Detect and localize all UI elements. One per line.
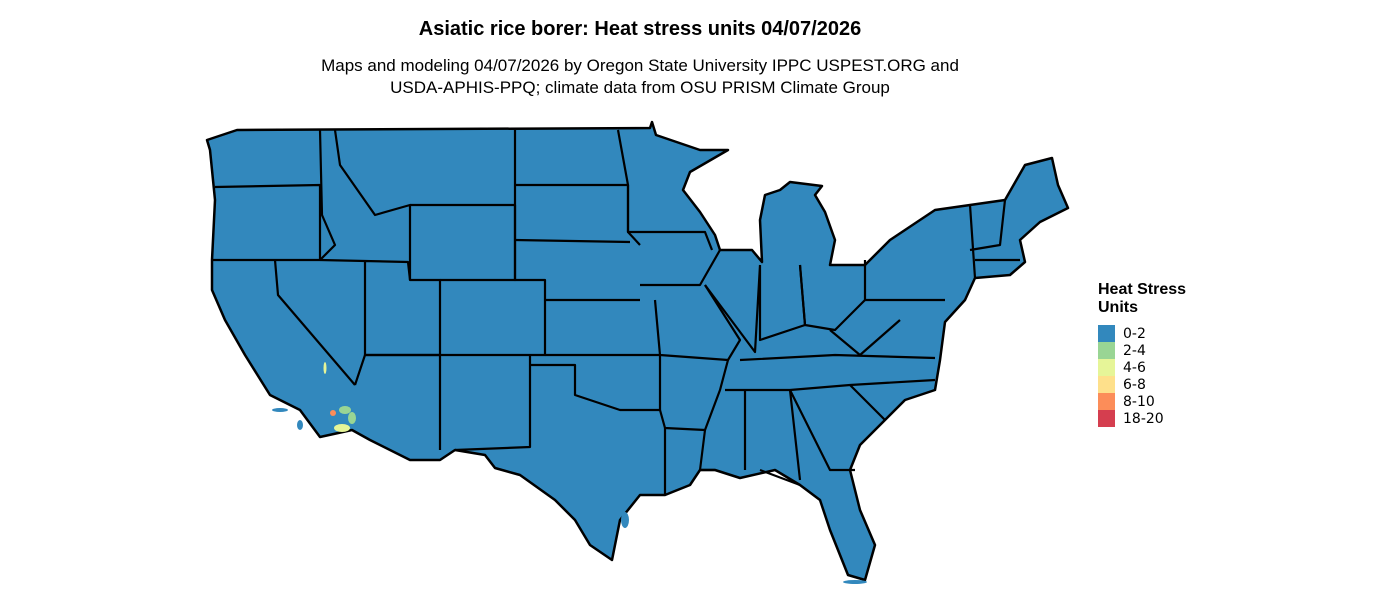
legend-item: 2-4 [1098, 342, 1208, 359]
legend-item: 0-2 [1098, 325, 1208, 342]
legend: Heat Stress Units 0-2 2-4 4-6 6-8 8-10 18-20 [1098, 281, 1208, 427]
legend-item: 6-8 [1098, 376, 1208, 393]
legend-label: 0-2 [1123, 325, 1146, 342]
legend-swatch [1098, 393, 1115, 410]
legend-swatch [1098, 325, 1115, 342]
us-landmass [205, 120, 1070, 582]
legend-swatch [1098, 376, 1115, 393]
heat-stress-hotspots [323, 362, 356, 432]
legend-label: 6-8 [1123, 376, 1146, 393]
map-title: Asiatic rice borer: Heat stress units 04… [418, 18, 862, 40]
legend-title: Heat Stress Units [1098, 281, 1187, 316]
map-subtitle: Maps and modeling 04/07/2026 by Oregon S… [0, 55, 1280, 99]
legend-label: 4-6 [1123, 359, 1146, 376]
legend-swatch [1098, 410, 1115, 427]
islands [272, 408, 867, 584]
subtitle-line-2: USDA-APHIS-PPQ; climate data from OSU PR… [390, 78, 890, 97]
subtitle-line-1: Maps and modeling 04/07/2026 by Oregon S… [321, 56, 959, 75]
state-borders [212, 129, 1020, 495]
legend-label: 18-20 [1123, 410, 1164, 427]
legend-label: 2-4 [1123, 342, 1146, 359]
legend-item: 8-10 [1098, 393, 1208, 410]
legend-item: 4-6 [1098, 359, 1208, 376]
legend-swatch [1098, 342, 1115, 359]
legend-item: 18-20 [1098, 410, 1208, 427]
legend-swatch [1098, 359, 1115, 376]
legend-label: 8-10 [1123, 393, 1155, 410]
